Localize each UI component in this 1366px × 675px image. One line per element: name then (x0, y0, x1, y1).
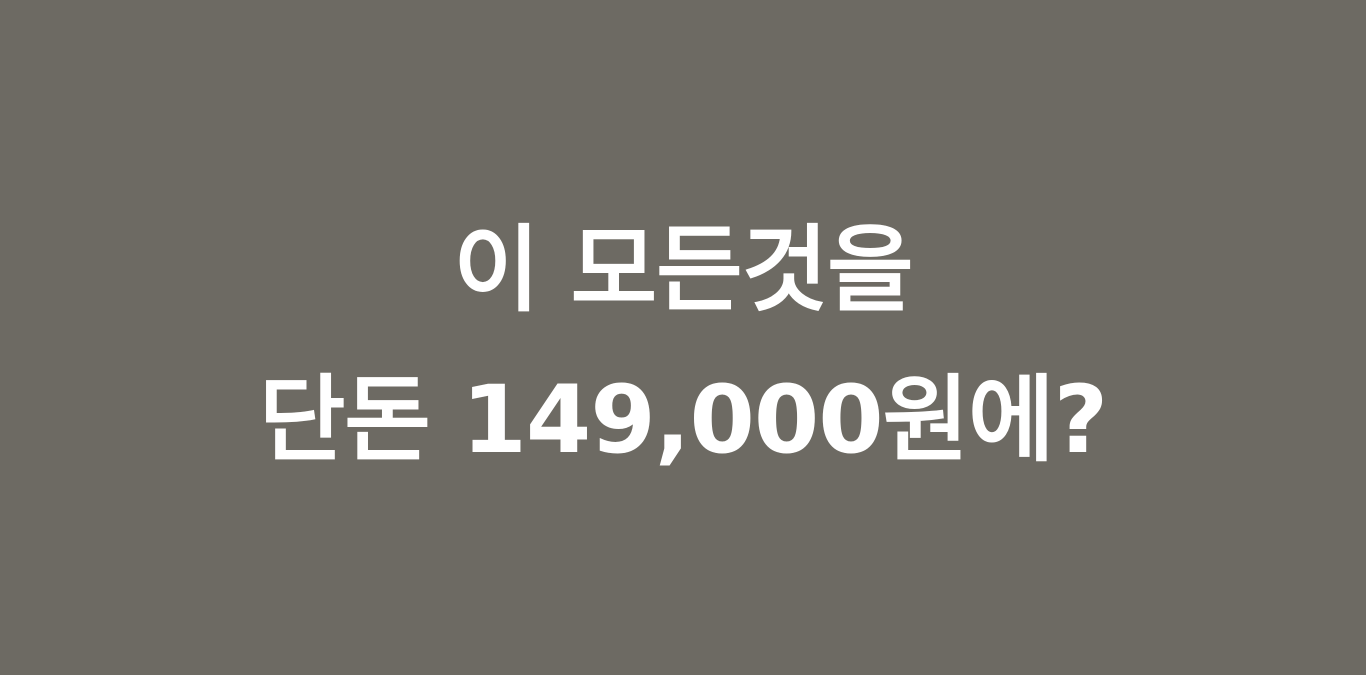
headline-line-1: 이 모든것을 (453, 216, 913, 325)
headline-line-2-price: 단돈 149,000원에? (258, 366, 1108, 475)
